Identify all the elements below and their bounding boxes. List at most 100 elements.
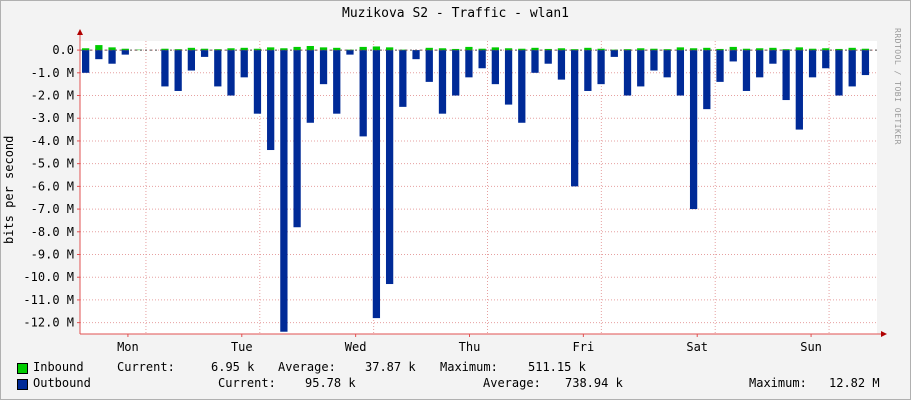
outbound-bar bbox=[187, 50, 196, 71]
inbound-bar bbox=[121, 48, 129, 51]
inbound-bar bbox=[161, 48, 169, 51]
inbound-current-label: Current: bbox=[117, 360, 175, 374]
outbound-bar bbox=[504, 50, 513, 105]
inbound-bar bbox=[769, 47, 777, 51]
inbound-bar bbox=[399, 49, 407, 51]
outbound-bar bbox=[267, 50, 275, 151]
inbound-bar bbox=[293, 46, 301, 51]
x-axis-arrow bbox=[881, 331, 887, 337]
outbound-bar bbox=[293, 50, 301, 228]
y-tick-label: -11.0 M bbox=[23, 293, 74, 307]
inbound-swatch bbox=[17, 363, 28, 374]
outbound-bar bbox=[557, 50, 566, 80]
outbound-bar bbox=[848, 50, 856, 87]
tick-labels: 0.0 -1.0 M -2.0 M -3.0 M -4.0 M -5.0 M -6.0 M -… bbox=[23, 43, 821, 354]
inbound-bar bbox=[848, 47, 856, 51]
inbound-maximum-value: 511.15 k bbox=[528, 360, 586, 374]
outbound-bar bbox=[240, 50, 248, 78]
y-tick-label: -9.0 M bbox=[31, 248, 74, 262]
inbound-average-label: Average: bbox=[278, 360, 336, 374]
y-tick-label: -1.0 M bbox=[31, 66, 74, 80]
data-areas bbox=[82, 45, 870, 332]
outbound-bar bbox=[491, 50, 499, 85]
outbound-bar bbox=[465, 50, 473, 78]
inbound-bar bbox=[108, 47, 116, 51]
inbound-bar bbox=[716, 48, 724, 51]
outbound-bar bbox=[121, 50, 129, 55]
plot-canvas bbox=[80, 41, 877, 334]
inbound-bar bbox=[637, 48, 645, 51]
outbound-bar bbox=[676, 50, 685, 96]
inbound-bar bbox=[689, 48, 698, 51]
outbound-bar bbox=[623, 50, 632, 96]
inbound-bar bbox=[835, 48, 843, 51]
y-tick-label: -2.0 M bbox=[31, 89, 74, 103]
inbound-bar bbox=[346, 49, 354, 51]
outbound-current-value: 95.78 k bbox=[305, 376, 356, 390]
x-tick-label: Thu bbox=[459, 340, 481, 354]
outbound-bar bbox=[306, 50, 314, 123]
inbound-bar bbox=[200, 48, 209, 51]
outbound-bar bbox=[452, 50, 460, 96]
outbound-bar bbox=[214, 50, 222, 87]
x-tick-label: Wed bbox=[345, 340, 367, 354]
outbound-bar bbox=[637, 50, 645, 87]
outbound-bar bbox=[544, 50, 552, 64]
outbound-bar bbox=[319, 50, 328, 85]
inbound-bar bbox=[187, 47, 196, 51]
x-tick-label: Mon bbox=[117, 340, 139, 354]
inbound-bar bbox=[240, 47, 248, 51]
outbound-bar bbox=[531, 50, 539, 73]
x-tick-label: Tue bbox=[231, 340, 253, 354]
outbound-bar bbox=[808, 50, 817, 78]
y-tick-label: -6.0 M bbox=[31, 179, 74, 193]
outbound-bar bbox=[782, 50, 790, 101]
inbound-bar bbox=[478, 48, 486, 51]
outbound-bar bbox=[95, 50, 103, 60]
inbound-bar bbox=[174, 49, 182, 51]
outbound-bar bbox=[703, 50, 711, 110]
y-tick-label: -10.0 M bbox=[23, 270, 74, 284]
y-tick-label: -3.0 M bbox=[31, 111, 74, 125]
inbound-bar bbox=[571, 49, 579, 51]
outbound-bar bbox=[584, 50, 592, 91]
outbound-bar bbox=[835, 50, 843, 96]
outbound-bar bbox=[385, 50, 394, 285]
inbound-bar bbox=[742, 48, 751, 51]
x-tick-label: Sun bbox=[800, 340, 822, 354]
y-tick-label: -12.0 M bbox=[23, 316, 74, 330]
outbound-bar bbox=[729, 50, 737, 62]
outbound-bar bbox=[253, 50, 262, 114]
outbound-maximum-label: Maximum: bbox=[749, 376, 807, 390]
inbound-bar bbox=[214, 49, 222, 51]
outbound-bar bbox=[571, 50, 579, 187]
inbound-bar bbox=[425, 47, 433, 51]
x-tick-label: Fri bbox=[573, 340, 595, 354]
inbound-bar bbox=[756, 48, 764, 51]
outbound-bar bbox=[399, 50, 407, 107]
inbound-bar bbox=[333, 47, 341, 51]
inbound-bar bbox=[82, 48, 90, 51]
outbound-bar bbox=[518, 50, 526, 123]
outbound-bar bbox=[425, 50, 433, 82]
inbound-bar bbox=[95, 45, 103, 51]
inbound-bar bbox=[557, 48, 566, 51]
outbound-bar bbox=[174, 50, 182, 91]
x-tick-label: Sat bbox=[686, 340, 708, 354]
inbound-bar bbox=[663, 49, 671, 51]
inbound-bar bbox=[610, 49, 618, 51]
inbound-bar bbox=[822, 48, 830, 51]
outbound-bar bbox=[359, 50, 367, 137]
inbound-bar bbox=[465, 46, 473, 51]
outbound-bar bbox=[795, 50, 803, 130]
y-tick-label: -7.0 M bbox=[31, 202, 74, 216]
inbound-maximum-label: Maximum: bbox=[440, 360, 498, 374]
y-tick-label: 0.0 bbox=[52, 43, 74, 57]
outbound-bar bbox=[438, 50, 447, 114]
inbound-bar bbox=[227, 48, 235, 51]
outbound-bar bbox=[161, 50, 169, 87]
inbound-bar bbox=[504, 48, 513, 51]
inbound-bar bbox=[703, 47, 711, 51]
outbound-bar bbox=[82, 50, 90, 73]
